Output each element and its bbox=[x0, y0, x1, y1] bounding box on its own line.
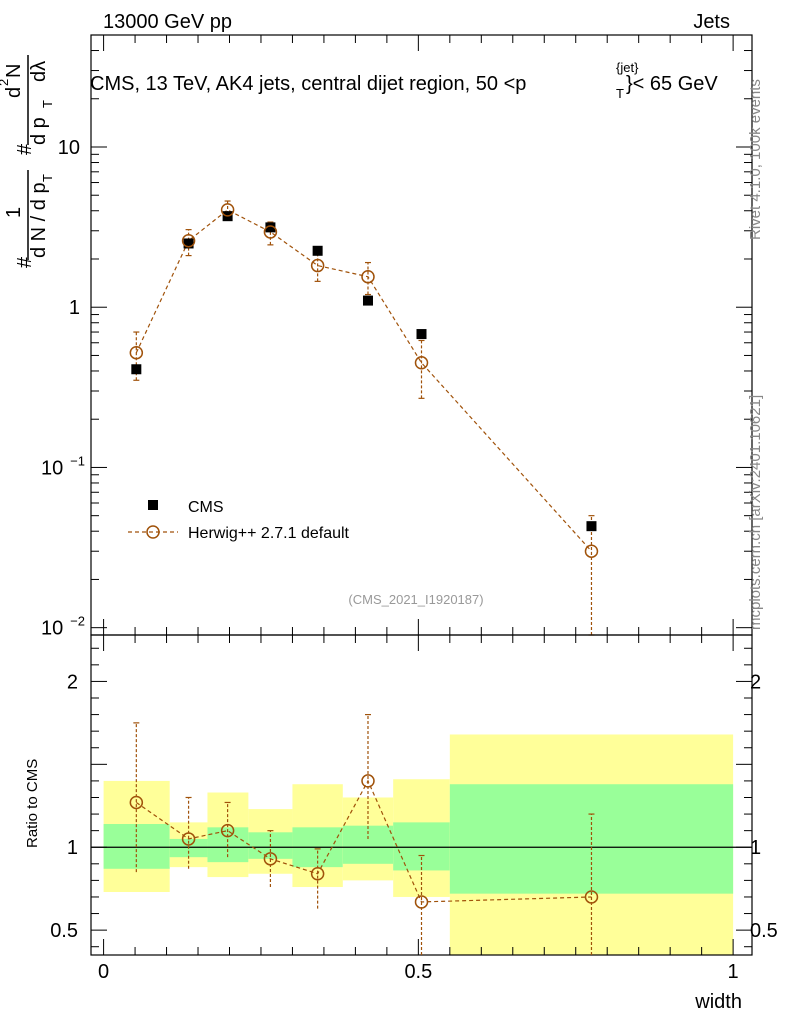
main-y-tick-label: 1 bbox=[69, 297, 80, 319]
ylabel-num: 1 bbox=[3, 207, 25, 218]
herwig-point bbox=[310, 258, 325, 273]
main-panel: 10 1 10 −1 10 −2 bbox=[41, 34, 753, 640]
legend-herwig-label: Herwig++ 2.7.1 default bbox=[188, 525, 350, 542]
ylabel-pre: # bbox=[14, 256, 36, 268]
main-y-axis-label: # 1 d N / d p T # d 2 N d p T dλ bbox=[0, 55, 55, 268]
ratio-herwig-point bbox=[220, 823, 235, 838]
ratio-herwig-point bbox=[361, 774, 375, 788]
main-y-tick-label: 10 bbox=[41, 618, 63, 640]
main-y-tick-label: 10 bbox=[41, 457, 63, 479]
ylabel-den: d N / d p bbox=[28, 182, 50, 258]
ratio-panel: 2 2 1 1 0.5 0.5 0 0.5 1 bbox=[50, 634, 778, 983]
ratio-herwig-point bbox=[181, 832, 196, 846]
title-sub: T bbox=[616, 86, 624, 101]
ylabel-d2n-sup: 2 bbox=[0, 79, 11, 86]
title-end: }< 65 GeV bbox=[626, 73, 718, 95]
x-tick-label: 1 bbox=[728, 961, 739, 983]
svg-text:CMS, 13 TeV, AK4 jets, central: CMS, 13 TeV, AK4 jets, central dijet reg… bbox=[90, 73, 526, 95]
plot-title: CMS, 13 TeV, AK4 jets, central dijet reg… bbox=[90, 60, 718, 101]
ylabel-mid: # bbox=[14, 143, 36, 155]
x-tick-label: 0 bbox=[98, 961, 109, 983]
ratio-y-tick-label: 2 bbox=[67, 671, 78, 693]
ratio-y-tick-label: 1 bbox=[67, 837, 78, 859]
header-right: Jets bbox=[693, 11, 730, 33]
ratio-herwig-point bbox=[263, 852, 278, 866]
x-axis-label: width bbox=[694, 991, 742, 1013]
cms-point bbox=[586, 521, 597, 532]
cms-point bbox=[362, 295, 373, 306]
herwig-point bbox=[181, 233, 196, 248]
cms-point bbox=[131, 364, 142, 375]
header-left: 13000 GeV pp bbox=[103, 11, 232, 33]
watermark: (CMS_2021_I1920187) bbox=[348, 592, 483, 607]
side-label-bottom: mcplots.cern.ch [arXiv:2401.10621] bbox=[747, 395, 764, 630]
ylabel-d2n-n: N bbox=[3, 64, 25, 78]
herwig-point bbox=[263, 225, 278, 239]
herwig-point bbox=[414, 356, 429, 370]
x-tick-label: 0.5 bbox=[404, 961, 432, 983]
cms-point bbox=[183, 238, 194, 249]
legend-cms-label: CMS bbox=[188, 499, 224, 516]
legend: CMS Herwig++ 2.7.1 default bbox=[128, 499, 350, 542]
herwig-point bbox=[129, 345, 144, 360]
ylabel-dlam: dλ bbox=[28, 61, 50, 82]
ylabel-den-sub: T bbox=[40, 174, 55, 182]
ratio-y-tick-label-right: 0.5 bbox=[750, 920, 778, 942]
legend-herwig-marker bbox=[146, 525, 160, 539]
ratio-herwig-point bbox=[310, 867, 325, 881]
ratio-herwig-point bbox=[414, 895, 429, 909]
herwig-line bbox=[135, 209, 592, 552]
legend-cms-marker bbox=[148, 500, 158, 510]
ratio-herwig-point bbox=[584, 890, 599, 904]
ylabel-dpt: d p bbox=[28, 117, 50, 145]
ratio-y-tick-label-right: 1 bbox=[750, 837, 761, 859]
side-label-top: Rivet 4.1.0, 100k events bbox=[747, 79, 764, 240]
herwig-point bbox=[361, 269, 375, 284]
cms-point bbox=[265, 222, 276, 233]
herwig-point bbox=[220, 203, 235, 217]
cms-point bbox=[416, 329, 427, 340]
title-sup: {jet} bbox=[616, 60, 639, 75]
title-text: CMS, 13 TeV, AK4 jets, central dijet reg… bbox=[90, 73, 526, 95]
ratio-herwig-point bbox=[129, 795, 144, 810]
main-y-tick-label: 10 bbox=[58, 137, 80, 159]
main-y-tick-label-exponent: −2 bbox=[70, 614, 85, 629]
herwig-point bbox=[584, 544, 599, 558]
ylabel-dpt-sub: T bbox=[40, 100, 55, 108]
ylabel-d2n: d bbox=[3, 87, 25, 98]
cms-point bbox=[312, 245, 323, 256]
ratio-y-tick-label: 0.5 bbox=[50, 920, 78, 942]
main-y-tick-label-exponent: −1 bbox=[70, 453, 85, 468]
ratio-y-axis-label: Ratio to CMS bbox=[24, 759, 41, 848]
ratio-y-tick-label-right: 2 bbox=[750, 671, 761, 693]
